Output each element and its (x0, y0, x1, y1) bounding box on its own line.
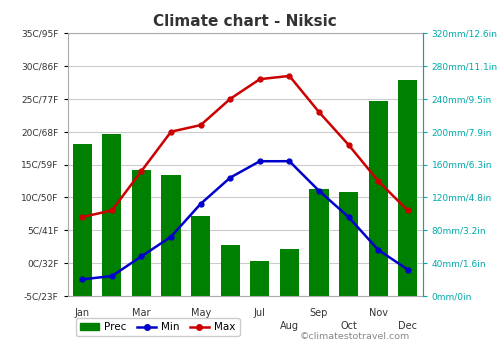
Text: Nov: Nov (368, 308, 388, 317)
Text: Jan: Jan (74, 308, 90, 317)
Text: Sep: Sep (310, 308, 328, 317)
Text: ©climatestotravel.com: ©climatestotravel.com (300, 332, 410, 341)
Bar (220, 245, 240, 296)
Text: Jun: Jun (222, 321, 238, 331)
Bar (310, 189, 328, 296)
Title: Climate chart - Niksic: Climate chart - Niksic (153, 14, 337, 29)
Bar (339, 191, 358, 296)
Text: Mar: Mar (132, 308, 150, 317)
Bar (162, 175, 180, 296)
Text: Apr: Apr (162, 321, 180, 331)
Bar (280, 249, 299, 296)
Bar (102, 134, 122, 296)
Text: Dec: Dec (398, 321, 417, 331)
Legend: Prec, Min, Max: Prec, Min, Max (76, 318, 239, 336)
Text: Aug: Aug (280, 321, 299, 331)
Bar (191, 216, 210, 296)
Bar (250, 261, 270, 296)
Text: Oct: Oct (340, 321, 357, 331)
Text: Feb: Feb (103, 321, 120, 331)
Text: May: May (190, 308, 211, 317)
Text: Jul: Jul (254, 308, 266, 317)
Bar (72, 144, 92, 296)
Bar (132, 170, 151, 296)
Bar (368, 102, 388, 296)
Bar (398, 80, 417, 296)
